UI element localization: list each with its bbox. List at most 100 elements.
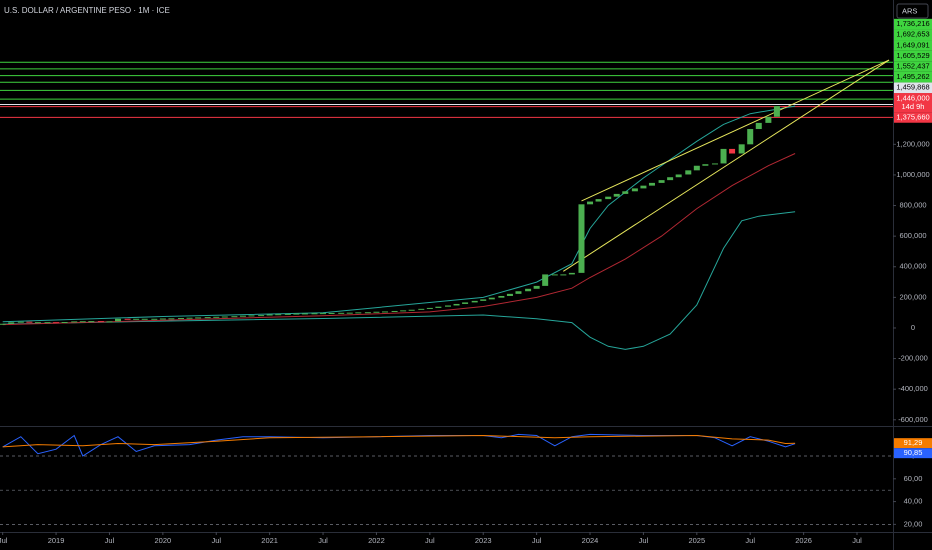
- candle: [773, 106, 780, 117]
- candle: [71, 321, 78, 323]
- candle: [44, 322, 51, 324]
- y-tick-label: -200,000: [898, 354, 928, 363]
- candle: [480, 299, 487, 301]
- candle: [755, 122, 762, 130]
- level-label-box: [894, 112, 932, 123]
- candle: [408, 309, 415, 311]
- level-label-box: [894, 18, 932, 30]
- currency-label[interactable]: ARS: [902, 6, 917, 15]
- level-label-box: [894, 82, 932, 94]
- candle: [141, 318, 148, 320]
- candle: [613, 193, 620, 197]
- level-label: 1,375,660: [896, 112, 929, 121]
- overlay-line: [2, 105, 796, 323]
- candle: [204, 317, 211, 319]
- x-tick-label: Jul: [211, 536, 221, 545]
- candle: [239, 315, 246, 317]
- candle: [435, 306, 442, 308]
- candle: [462, 302, 469, 304]
- countdown-label: 14d 9h: [902, 102, 925, 111]
- currency-box[interactable]: [896, 3, 929, 19]
- candle: [631, 188, 638, 192]
- candle: [568, 272, 575, 275]
- level-label: 1,495,262: [896, 72, 929, 81]
- candle: [0, 323, 6, 325]
- level-label-box: [894, 93, 932, 113]
- y-tick-label: 1,200,000: [896, 139, 929, 148]
- level-label: 1,446,000: [896, 93, 929, 102]
- overlay-line: [563, 59, 890, 272]
- level-label-box: [894, 50, 932, 62]
- y-tick-label: 20,00: [904, 519, 923, 528]
- candle: [658, 180, 665, 183]
- candle: [61, 322, 68, 324]
- level-label-box: [894, 40, 932, 51]
- candle: [560, 274, 567, 276]
- candle: [765, 116, 772, 123]
- level-label: 1,605,529: [896, 51, 929, 60]
- candle: [622, 191, 629, 194]
- candle: [506, 293, 513, 296]
- candle: [195, 317, 202, 319]
- candle: [364, 312, 371, 314]
- x-tick-label: 2021: [261, 536, 278, 545]
- candle: [355, 312, 362, 314]
- candle: [275, 314, 282, 316]
- chart-title: U.S. DOLLAR / ARGENTINE PESO · 1M · ICE: [4, 6, 170, 15]
- level-label: 1,552,437: [896, 62, 929, 71]
- candle: [400, 310, 407, 312]
- candle: [418, 308, 425, 310]
- candle: [53, 322, 60, 324]
- level-label: 1,692,653: [896, 30, 929, 39]
- x-tick-label: Jul: [0, 536, 8, 545]
- candle: [426, 307, 433, 309]
- candle: [675, 174, 682, 178]
- candle: [284, 313, 291, 315]
- candle: [605, 196, 612, 200]
- candle: [124, 318, 131, 320]
- x-tick-label: 2025: [688, 536, 705, 545]
- x-tick-label: Jul: [105, 536, 115, 545]
- y-tick-label: 60,00: [904, 474, 923, 483]
- x-tick-label: 2019: [48, 536, 65, 545]
- candle: [648, 182, 655, 186]
- candle: [381, 311, 388, 313]
- level-label: 1,736,216: [896, 19, 929, 28]
- x-tick-label: Jul: [318, 536, 328, 545]
- candle: [301, 313, 308, 315]
- y-tick-label: 0: [911, 323, 915, 332]
- candle: [248, 315, 255, 317]
- rsi-value-box: [894, 448, 932, 459]
- y-tick-label: 200,000: [899, 292, 926, 301]
- candle: [231, 316, 238, 318]
- level-label: 1,459,868: [896, 83, 929, 92]
- candle: [488, 297, 495, 300]
- candle: [168, 318, 175, 320]
- candle: [8, 322, 15, 324]
- candle: [159, 318, 166, 320]
- candle: [782, 106, 789, 108]
- candle: [97, 321, 104, 323]
- rsi-value-label: 90,85: [904, 448, 923, 457]
- x-tick-label: Jul: [532, 536, 542, 545]
- y-tick-label: -600,000: [898, 415, 928, 424]
- candle: [747, 129, 754, 145]
- rsi-line: [2, 434, 796, 448]
- candle: [311, 313, 318, 315]
- candle: [293, 313, 300, 315]
- candle: [640, 185, 647, 189]
- candle: [702, 164, 709, 166]
- candle: [26, 321, 33, 323]
- candle: [685, 170, 692, 175]
- candle: [444, 305, 451, 307]
- candle: [587, 201, 594, 205]
- candle: [711, 163, 718, 165]
- x-tick-label: Jul: [425, 536, 435, 545]
- x-tick-label: 2020: [155, 536, 172, 545]
- candle: [738, 144, 745, 154]
- candle: [133, 318, 140, 320]
- candle: [542, 274, 549, 286]
- candle: [178, 318, 185, 320]
- y-tick-label: 400,000: [899, 262, 926, 271]
- overlay-line: [2, 211, 796, 350]
